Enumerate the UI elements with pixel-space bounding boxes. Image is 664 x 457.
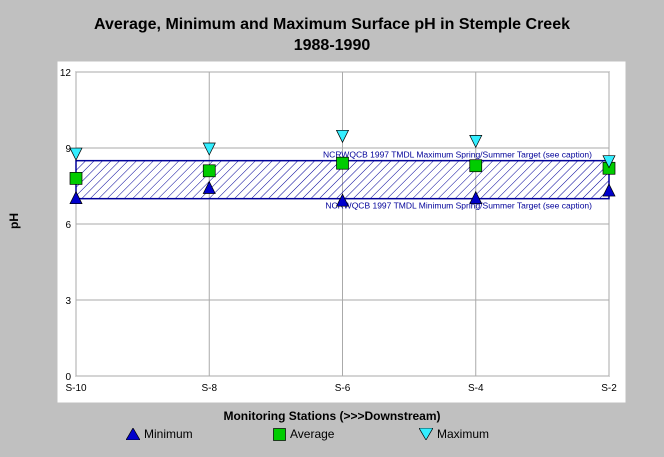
x-tick-label: S-10	[65, 383, 87, 394]
legend-marker-maximum	[419, 428, 433, 440]
minimum-point	[469, 190, 483, 205]
x-tick-label: S-4	[468, 383, 484, 394]
minimum-point	[335, 193, 350, 207]
x-axis-label: Monitoring Stations (>>>Downstream)	[223, 409, 441, 423]
chart-title: Average, Minimum and Maximum Surface pH …	[94, 16, 570, 33]
x-tick-label: S-8	[201, 383, 217, 394]
minimum-point	[202, 180, 216, 194]
legend-label-average: Average	[290, 427, 335, 441]
chart-subtitle: 1988-1990	[293, 37, 371, 54]
legend-marker-average	[273, 427, 286, 441]
legend-item-minimum: Minimum	[126, 427, 193, 441]
x-tick-label: S-6	[335, 383, 351, 394]
target-band-min-label: NCRWQCB 1997 TMDL Minimum Spring/Summer …	[325, 201, 592, 211]
average-point	[202, 164, 216, 178]
legend-item-average: Average	[273, 427, 334, 441]
maximum-point	[469, 135, 483, 149]
x-tick-label: S-2	[601, 383, 617, 394]
maximum-point	[602, 155, 616, 169]
average-point	[336, 156, 349, 170]
maximum-point	[202, 142, 216, 156]
legend-item-maximum: Maximum	[419, 427, 489, 441]
y-tick-label: 9	[65, 144, 71, 155]
maximum-point	[69, 147, 83, 161]
legend-label-minimum: Minimum	[144, 427, 193, 441]
y-tick-label: 0	[65, 372, 71, 383]
minimum-point	[69, 190, 83, 205]
average-point	[69, 172, 83, 185]
y-tick-label: 12	[60, 68, 72, 79]
y-axis-label: pH	[7, 213, 21, 229]
target-band-max-label: NCRWQCB 1997 TMDL Maximum Spring/Summer …	[323, 150, 592, 160]
y-tick-label: 6	[65, 220, 71, 231]
minimum-point	[602, 183, 616, 197]
y-tick-label: 3	[65, 296, 71, 307]
average-point	[469, 159, 483, 173]
maximum-point	[335, 129, 350, 144]
legend-label-maximum: Maximum	[437, 427, 490, 441]
legend-marker-minimum	[126, 428, 140, 440]
